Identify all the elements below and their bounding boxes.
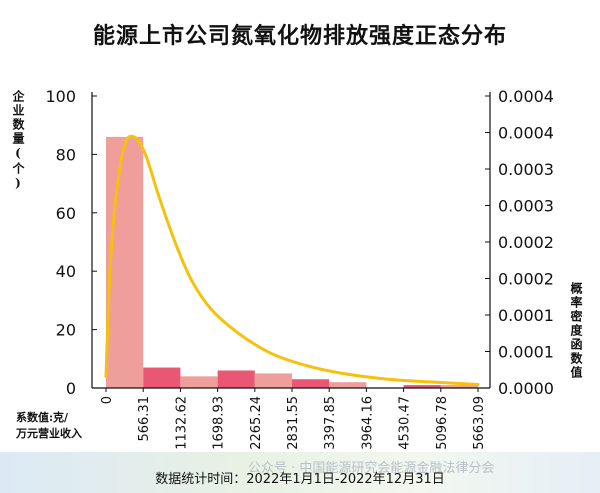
density-curve (104, 134, 480, 386)
x-tick-label-3: 1698.93 (212, 396, 227, 450)
x-tick-label-1: 566.31 (137, 396, 152, 442)
histogram-bar-9 (440, 385, 478, 388)
watermark: 公众号 · 中国能源研究会能源金融法律分会 (248, 461, 495, 476)
y-left-tick-label-2: 40 (56, 262, 76, 281)
y-left-tick-label-3: 60 (56, 204, 76, 223)
footnote: 数据统计时间：2022年1月1日-2022年12月31日 (155, 472, 445, 487)
y-right-tick-label-7: 0.0004 (498, 124, 554, 143)
x-tick-label-2: 1132.62 (174, 396, 189, 450)
x-tick-label-4: 2265.24 (249, 396, 264, 450)
histogram-bar-6 (329, 382, 367, 388)
y-right-tick-label-4: 0.0002 (498, 233, 554, 252)
chart-title: 能源上市公司氮氧化物排放强度正态分布 (92, 23, 507, 49)
histogram-bar-8 (403, 385, 441, 388)
x-tick-label-0: 0 (100, 396, 115, 404)
x-tick-label-9: 5096.78 (435, 396, 450, 450)
y-right-tick-label-3: 0.0002 (498, 270, 554, 289)
histogram-bar-5 (292, 379, 330, 388)
y-left-tick-label-4: 80 (56, 145, 76, 164)
y-axis-left-label: 企业数量(个) (11, 90, 25, 192)
y-left-tick-label-1: 20 (56, 321, 76, 340)
histogram-bar-3 (217, 370, 255, 388)
histogram-bar-4 (254, 373, 293, 388)
histogram-bar-2 (180, 376, 218, 388)
x-tick-label-7: 3964.16 (360, 396, 375, 450)
y-right-tick-label-2: 0.0001 (498, 306, 554, 325)
histogram-bar-0 (106, 136, 144, 388)
x-tick-label-5: 2831.55 (286, 396, 301, 450)
x-tick-label-6: 3397.85 (323, 396, 338, 450)
y-right-tick-label-0: 0.0000 (498, 379, 554, 398)
y-axis-right-label: 概率密度函数值 (569, 282, 583, 380)
x-tick-label-8: 4530.47 (398, 396, 413, 450)
y-left-tick-label-5: 100 (45, 87, 76, 106)
y-right-tick-label-6: 0.0003 (498, 160, 554, 179)
histogram-bar-1 (143, 367, 181, 388)
y-right-tick-label-8: 0.0004 (498, 87, 554, 106)
footer-band (0, 452, 600, 493)
x-tick-label-10: 5663.09 (472, 396, 487, 450)
y-left-tick-label-0: 0 (66, 379, 76, 398)
x-unit-line2: 万元营业收入 (16, 427, 82, 440)
x-unit-line1: 系数值:克/ (16, 411, 69, 424)
x-axis-unit-label: 系数值:克/ 万元营业收入 (16, 410, 106, 442)
y-right-tick-label-5: 0.0003 (498, 197, 554, 216)
y-right-tick-label-1: 0.0001 (498, 343, 554, 362)
